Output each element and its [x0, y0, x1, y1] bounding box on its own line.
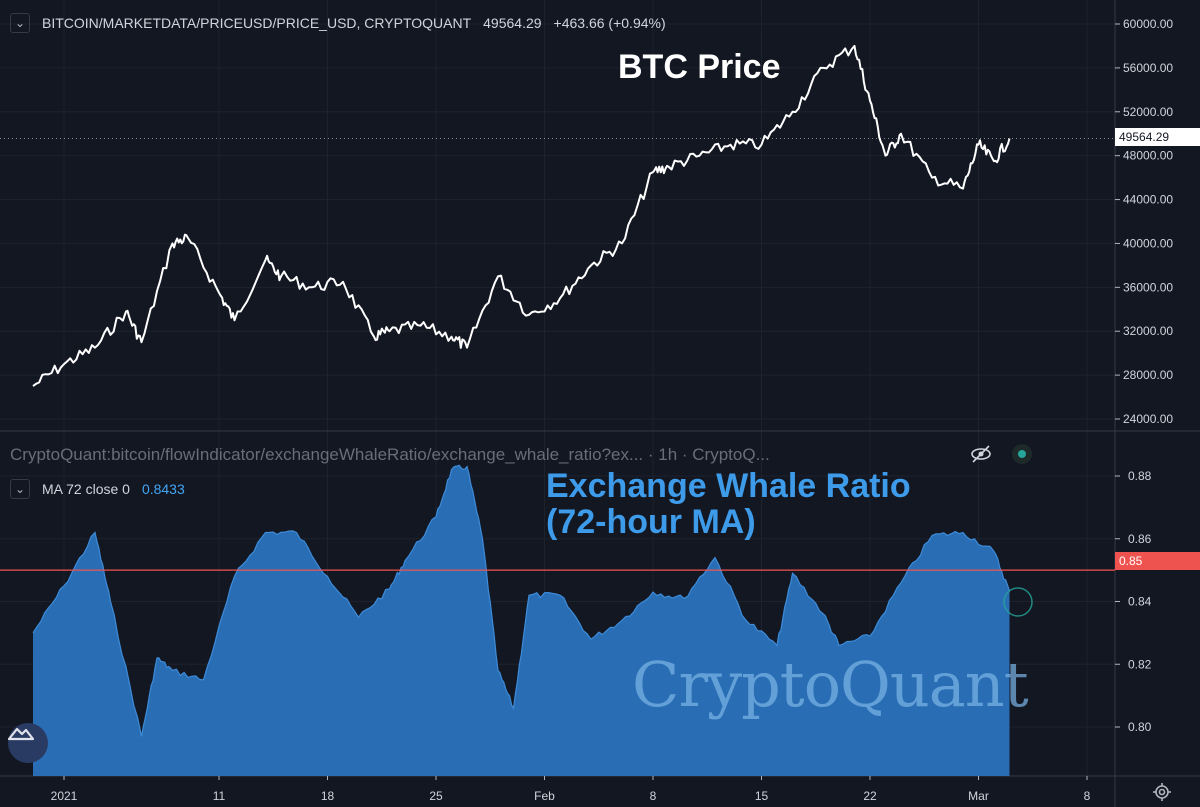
current-price-label: 49564.29	[1115, 128, 1200, 146]
btc-price-line	[32, 44, 1011, 387]
whale-ratio-annotation-line2: (72-hour MA)	[546, 503, 756, 541]
btc-price-annotation: BTC Price	[618, 48, 781, 86]
time-axis-label: 15	[755, 789, 769, 803]
whale-ratio-line	[32, 464, 1011, 737]
mountain-icon	[8, 727, 34, 741]
time-axis-label: 2021	[51, 789, 78, 803]
change-value: +463.66 (+0.94%)	[553, 15, 666, 31]
time-axis-label: 18	[321, 789, 335, 803]
time-axis-label: 25	[429, 789, 443, 803]
price-axis-label: 28000.00	[1123, 368, 1173, 382]
time-axis-label: 8	[1084, 789, 1091, 803]
last-value: 49564.29	[483, 15, 542, 31]
cryptoquant-logo-button[interactable]	[8, 723, 48, 763]
time-axis-label: 11	[213, 789, 226, 803]
indicator-legend: CryptoQuant:bitcoin/flowIndicator/exchan…	[10, 445, 770, 465]
hide-indicator-eye-icon[interactable]	[970, 443, 992, 465]
time-axis-label: 8	[650, 789, 657, 803]
ratio-axis-label: 0.88	[1128, 469, 1152, 483]
collapse-legend-button[interactable]: ⌄	[10, 13, 30, 33]
price-axis-label: 40000.00	[1123, 236, 1173, 250]
cryptoquant-watermark: CryptoQuant	[632, 648, 1029, 721]
ratio-axis-label: 0.84	[1128, 595, 1152, 609]
ratio-axis-label: 0.82	[1128, 657, 1152, 671]
top-legend: ⌄ BITCOIN/MARKETDATA/PRICEUSD/PRICE_USD,…	[10, 13, 666, 33]
price-axis-label: 32000.00	[1123, 324, 1173, 338]
time-axis-label: 22	[863, 789, 877, 803]
ma-legend: ⌄ MA 72 close 0 0.8433	[10, 479, 185, 499]
btc-price-series	[0, 44, 1115, 387]
price-axis-label: 52000.00	[1123, 105, 1173, 119]
whale-ratio-annotation-line1: Exchange Whale Ratio	[546, 467, 911, 505]
symbol-label[interactable]: BITCOIN/MARKETDATA/PRICEUSD/PRICE_USD, C…	[42, 15, 472, 31]
price-axis-label: 44000.00	[1123, 193, 1173, 207]
price-axis-label: 24000.00	[1123, 412, 1173, 426]
axis-labels: 60000.00 56000.00 52000.00 48000.00 44000.00…	[51, 17, 1174, 803]
price-axis-label: 36000.00	[1123, 280, 1173, 294]
ratio-axis-label: 0.86	[1128, 532, 1152, 546]
whale-ratio-area	[33, 465, 1010, 776]
whale-ratio-annotation: Exchange Whale Ratio (72-hour MA)	[546, 468, 911, 540]
time-axis-label: Mar	[968, 789, 989, 803]
status-dot-icon	[1012, 444, 1032, 464]
collapse-ma-button[interactable]: ⌄	[10, 479, 30, 499]
live-marker	[1003, 587, 1033, 617]
settings-gear-icon[interactable]	[1152, 782, 1172, 802]
price-axis-label: 48000.00	[1123, 149, 1173, 163]
time-axis-label: Feb	[534, 789, 555, 803]
price-axis-label: 56000.00	[1123, 61, 1173, 75]
whale-ratio-series	[0, 464, 1115, 776]
ratio-axis-label: 0.80	[1128, 720, 1152, 734]
threshold-label: 0.85	[1115, 552, 1200, 570]
indicator-path[interactable]: CryptoQuant:bitcoin/flowIndicator/exchan…	[10, 445, 770, 464]
price-axis-label: 60000.00	[1123, 17, 1173, 31]
chevron-down-icon: ⌄	[14, 16, 26, 30]
ma-label[interactable]: MA 72 close 0	[42, 481, 130, 497]
chevron-down-icon: ⌄	[14, 482, 26, 496]
ma-value: 0.8433	[141, 481, 185, 497]
